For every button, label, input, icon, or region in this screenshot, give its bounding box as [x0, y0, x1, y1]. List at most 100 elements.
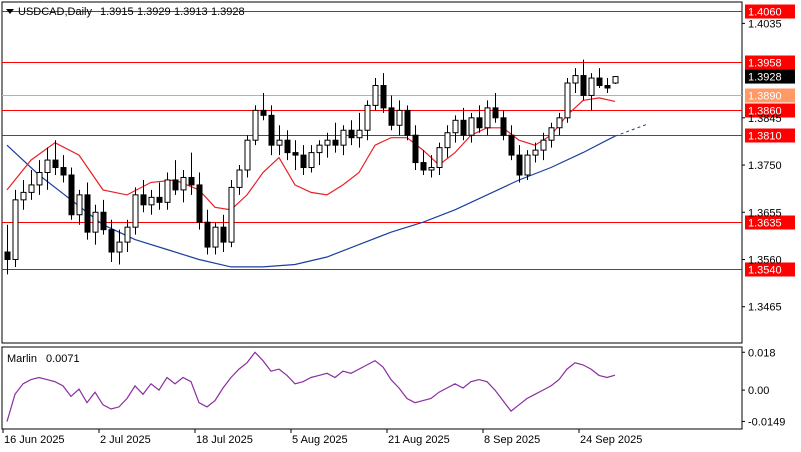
- date-label-5: 8 Sep 2025: [484, 434, 540, 446]
- candle-body-32: [260, 109, 267, 116]
- candle-body-70: [564, 82, 571, 119]
- candle-body-40: [324, 139, 331, 146]
- candle-body-59: [476, 117, 483, 129]
- candle-body-47: [380, 85, 387, 109]
- candle-body-25: [204, 221, 211, 248]
- oscillator-value: 0.0071: [46, 353, 80, 365]
- chart-ohlc-open: 1.3915: [100, 6, 134, 18]
- level-label-box-6: [745, 262, 795, 277]
- candle-body-33: [268, 114, 275, 146]
- candle-body-46: [372, 85, 379, 106]
- price-tick-label-3: 1.3655: [748, 207, 782, 219]
- candle-body-4: [36, 172, 43, 186]
- candle-body-43: [348, 129, 355, 139]
- candle-body-53: [428, 167, 435, 171]
- candle-body-71: [572, 75, 579, 84]
- candle-body-41: [332, 139, 339, 146]
- candle-body-75: [604, 85, 611, 89]
- level-label-4: 1.3810: [748, 131, 782, 143]
- candle-body-5: [44, 159, 51, 174]
- date-label-3: 5 Aug 2025: [292, 434, 348, 446]
- candle-body-1: [12, 199, 19, 260]
- level-label-1: 1.3958: [748, 58, 782, 70]
- candle-body-6: [52, 159, 59, 169]
- candle-body-68: [548, 127, 555, 141]
- candle-body-24: [196, 184, 203, 223]
- chart-ohlc-close: 1.3928: [211, 6, 245, 18]
- candle-body-18: [148, 196, 155, 206]
- candle-body-49: [396, 109, 403, 126]
- level-label-0: 1.4060: [748, 7, 782, 19]
- candle-body-61: [492, 107, 499, 119]
- level-label-box-5: [745, 215, 795, 230]
- level-label-5: 1.3635: [748, 218, 782, 230]
- candle-body-7: [60, 167, 67, 176]
- candle-body-56: [452, 119, 459, 134]
- candle-body-66: [532, 149, 539, 156]
- chart-symbol-timeframe: USDCAD,Daily: [18, 6, 92, 18]
- candle-body-52: [420, 162, 427, 171]
- candle-body-0: [4, 251, 11, 260]
- level-label-box-0: [745, 4, 795, 19]
- candle-body-57: [460, 119, 467, 136]
- candle-body-21: [172, 179, 179, 191]
- oscillator-axis: 0.018 0.00 -0.0149: [742, 347, 785, 428]
- date-axis: 16 Jun 2025 2 Jul 2025 18 Jul 2025 5 Aug 20…: [2, 429, 642, 446]
- date-label-2: 18 Jul 2025: [196, 434, 253, 446]
- candle-body-38: [308, 152, 315, 169]
- candle-body-72: [580, 75, 587, 96]
- candle-body-48: [388, 107, 395, 126]
- candle-body-26: [212, 226, 219, 248]
- date-label-6: 24 Sep 2025: [580, 434, 642, 446]
- candle-body-39: [316, 144, 323, 154]
- candle-body-74: [596, 77, 603, 87]
- candle-body-65: [524, 154, 531, 176]
- level-label-box-2: [745, 88, 795, 103]
- price-tick-label-2: 1.3750: [748, 160, 782, 172]
- candle-body-63: [508, 134, 515, 156]
- oscillator-panel-frame: [1, 346, 743, 430]
- level-label-box-3: [745, 103, 795, 118]
- price-tick-label-1: 1.3845: [748, 113, 782, 125]
- candle-body-30: [244, 139, 251, 171]
- candle-body-8: [68, 174, 75, 216]
- current-price-box: [745, 69, 795, 84]
- osc-tick-label-1: 0.00: [748, 385, 769, 397]
- symbol-dropdown-icon[interactable]: [6, 9, 14, 14]
- oscillator-name: Marlin: [7, 353, 37, 365]
- chart-ohlc-high: 1.3929: [137, 6, 171, 18]
- level-label-2: 1.3890: [748, 91, 782, 103]
- candle-body-58: [468, 117, 475, 136]
- candle-body-3: [28, 184, 35, 193]
- candle-body-19: [156, 196, 163, 203]
- level-label-box-4: [745, 128, 795, 143]
- candle-body-10: [84, 194, 91, 233]
- candle-body-11: [92, 211, 99, 233]
- candle-body-28: [228, 186, 235, 243]
- candle-body-20: [164, 179, 171, 203]
- candle-body-15: [124, 226, 131, 243]
- price-axis: 1.4060 1.3958 1.3890 1.3860 1.3810 1.3635 1.35…: [742, 4, 795, 314]
- chart-ohlc-low: 1.3913: [174, 6, 208, 18]
- price-tick-label-5: 1.3465: [748, 302, 782, 314]
- candle-body-76: [612, 76, 619, 84]
- candle-body-22: [180, 176, 187, 191]
- candle-body-31: [252, 109, 259, 141]
- level-label-box-1: [745, 55, 795, 70]
- candle-body-42: [340, 129, 347, 146]
- main-panel-frame: [1, 1, 743, 344]
- candle-body-13: [108, 229, 115, 253]
- price-tick-label-0: 1.4035: [748, 18, 782, 30]
- candle-body-17: [140, 194, 147, 206]
- candle-body-69: [556, 117, 563, 129]
- candle-body-36: [292, 152, 299, 156]
- oscillator-layer: [6, 351, 616, 422]
- date-label-4: 21 Aug 2025: [388, 434, 450, 446]
- candle-body-50: [404, 109, 411, 136]
- candle-body-44: [356, 129, 363, 139]
- candle-body-29: [236, 169, 243, 188]
- candles-layer: [4, 59, 619, 275]
- osc-tick-label-2: -0.0149: [748, 416, 785, 428]
- candle-body-55: [444, 132, 451, 149]
